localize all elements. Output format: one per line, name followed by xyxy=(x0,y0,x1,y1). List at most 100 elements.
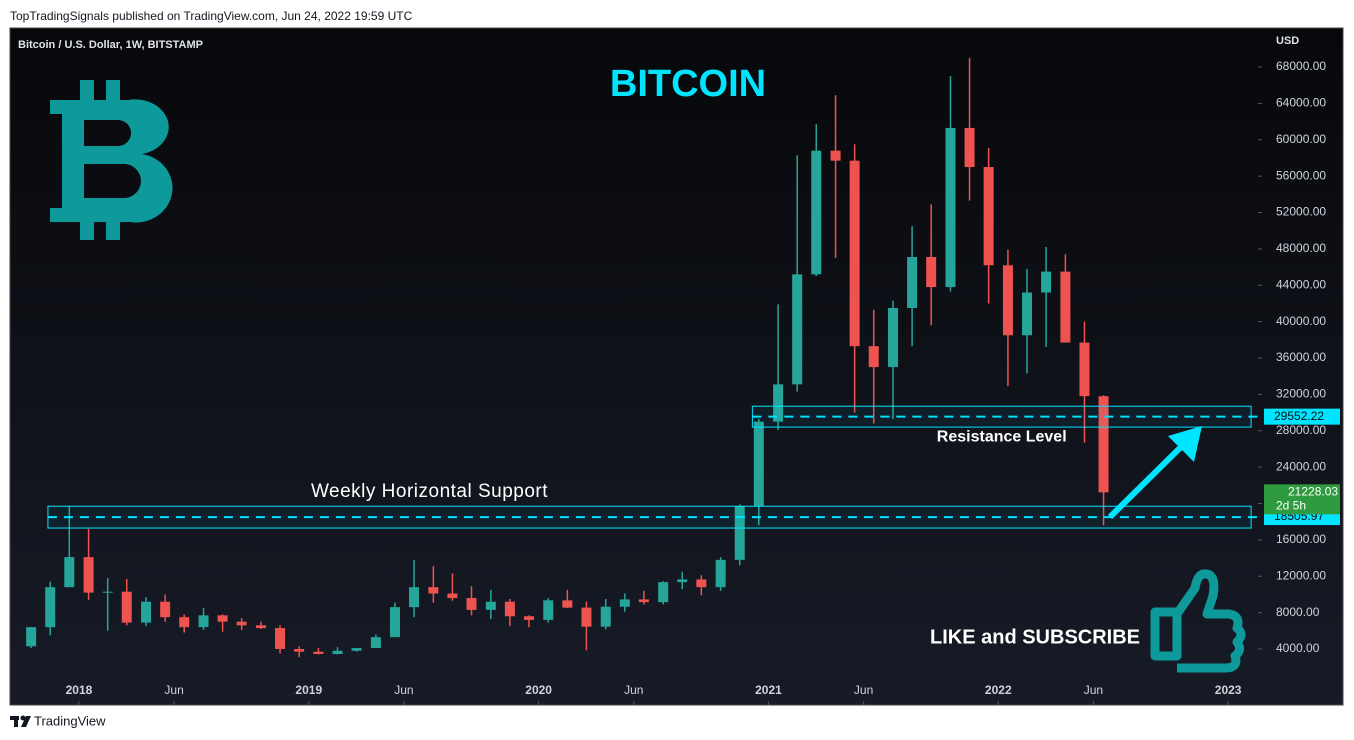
candle-body xyxy=(523,616,534,620)
bitcoin-logo xyxy=(50,80,173,240)
candle-body xyxy=(638,599,649,603)
cta-annotation: LIKE and SUBSCRIBE xyxy=(930,626,1140,648)
arrow xyxy=(1107,426,1202,520)
countdown-label: 2d 5h xyxy=(1276,498,1306,512)
candle-body xyxy=(753,421,764,507)
x-tick-label: 2021 xyxy=(755,683,782,697)
candle-body xyxy=(466,598,477,610)
x-tick-label: Jun xyxy=(854,683,873,697)
candle-body xyxy=(696,579,707,588)
candle-body xyxy=(102,591,113,593)
candle-body xyxy=(773,384,784,422)
candle-body xyxy=(1022,292,1033,336)
candle-body xyxy=(581,607,592,627)
candle-body xyxy=(543,600,554,620)
y-tick-label: 48000.00 xyxy=(1276,241,1326,255)
y-tick-label: 32000.00 xyxy=(1276,387,1326,401)
y-tick-label: 28000.00 xyxy=(1276,423,1326,437)
candle-body xyxy=(926,257,937,288)
y-tick-label: 16000.00 xyxy=(1276,532,1326,546)
candle-body xyxy=(945,127,956,288)
x-tick-label: 2019 xyxy=(295,683,322,697)
chart-title: BITCOIN xyxy=(610,63,766,105)
candle-body xyxy=(1041,271,1052,293)
candle-body xyxy=(428,587,439,594)
thumbs-up-icon xyxy=(1150,569,1246,673)
candle-body xyxy=(504,601,515,617)
y-tick-label: 12000.00 xyxy=(1276,568,1326,582)
candle-body xyxy=(677,579,688,583)
y-tick-label: 8000.00 xyxy=(1276,605,1320,619)
y-tick-label: 40000.00 xyxy=(1276,314,1326,328)
candle-body xyxy=(141,601,152,623)
candle-body xyxy=(1098,396,1109,493)
level-label: 29552.22 xyxy=(1274,409,1324,423)
candle-body xyxy=(1079,342,1090,397)
plot-area xyxy=(26,57,1109,658)
y-tick-label: 60000.00 xyxy=(1276,132,1326,146)
candle-body xyxy=(447,593,458,599)
x-tick-label: Jun xyxy=(164,683,183,697)
candle-body xyxy=(255,625,266,629)
candle-body xyxy=(275,628,286,649)
x-tick-label: 2018 xyxy=(66,683,93,697)
candle-body xyxy=(351,648,362,651)
candle-body xyxy=(830,150,841,161)
candle-body xyxy=(409,587,420,608)
x-tick-label: Jun xyxy=(394,683,413,697)
y-tick-label: 4000.00 xyxy=(1276,641,1320,655)
candle-body xyxy=(888,307,899,368)
candle-body xyxy=(294,648,305,652)
candle-body xyxy=(313,651,324,654)
x-tick-label: 2020 xyxy=(525,683,552,697)
candle-body xyxy=(370,637,381,649)
candle-body xyxy=(983,167,994,266)
candle-body xyxy=(619,599,630,607)
candle-body xyxy=(236,621,247,626)
candle-body xyxy=(964,127,975,168)
candle-body xyxy=(600,606,611,627)
footer-brand: TradingView xyxy=(34,713,106,728)
candle-body xyxy=(83,557,94,593)
last-price-label: 21228.03 xyxy=(1288,484,1338,498)
x-tick-label: 2022 xyxy=(985,683,1012,697)
candle-body xyxy=(45,587,56,628)
y-tick-label: 36000.00 xyxy=(1276,350,1326,364)
candle-body xyxy=(562,600,573,608)
candle-body xyxy=(715,559,726,588)
x-tick-label: Jun xyxy=(1084,683,1103,697)
candle-body xyxy=(907,257,918,308)
candle-body xyxy=(485,601,496,610)
candle-body xyxy=(1060,271,1071,343)
chart-frame xyxy=(9,27,1344,706)
candle-body xyxy=(658,582,669,603)
candle-body xyxy=(734,506,745,560)
candle-body xyxy=(217,615,228,622)
candle-body xyxy=(198,615,209,628)
candle-body xyxy=(160,601,171,618)
candle-body xyxy=(179,617,190,628)
x-tick-label: 2023 xyxy=(1215,683,1242,697)
candle-body xyxy=(64,557,75,588)
zone-label: Resistance Level xyxy=(937,428,1067,445)
y-tick-label: 64000.00 xyxy=(1276,96,1326,110)
candle-body xyxy=(868,346,879,368)
candle-body xyxy=(389,607,400,638)
level-tag xyxy=(1264,408,1340,425)
y-tick-label: 44000.00 xyxy=(1276,277,1326,291)
x-tick-label: Jun xyxy=(624,683,643,697)
candle-body xyxy=(1002,265,1013,336)
candle-body xyxy=(121,591,132,623)
candle-body xyxy=(792,274,803,385)
symbol-label: Bitcoin / U.S. Dollar, 1W, BITSTAMP xyxy=(18,39,203,51)
tradingview-logo xyxy=(10,715,31,727)
candle-body xyxy=(811,150,822,275)
zone-label: Weekly Horizontal Support xyxy=(311,481,548,502)
y-tick-label: 52000.00 xyxy=(1276,205,1326,219)
candle-body xyxy=(849,160,860,347)
last-price-tag xyxy=(1264,484,1340,515)
candle-body xyxy=(332,650,343,654)
y-tick-label: 24000.00 xyxy=(1276,459,1326,473)
